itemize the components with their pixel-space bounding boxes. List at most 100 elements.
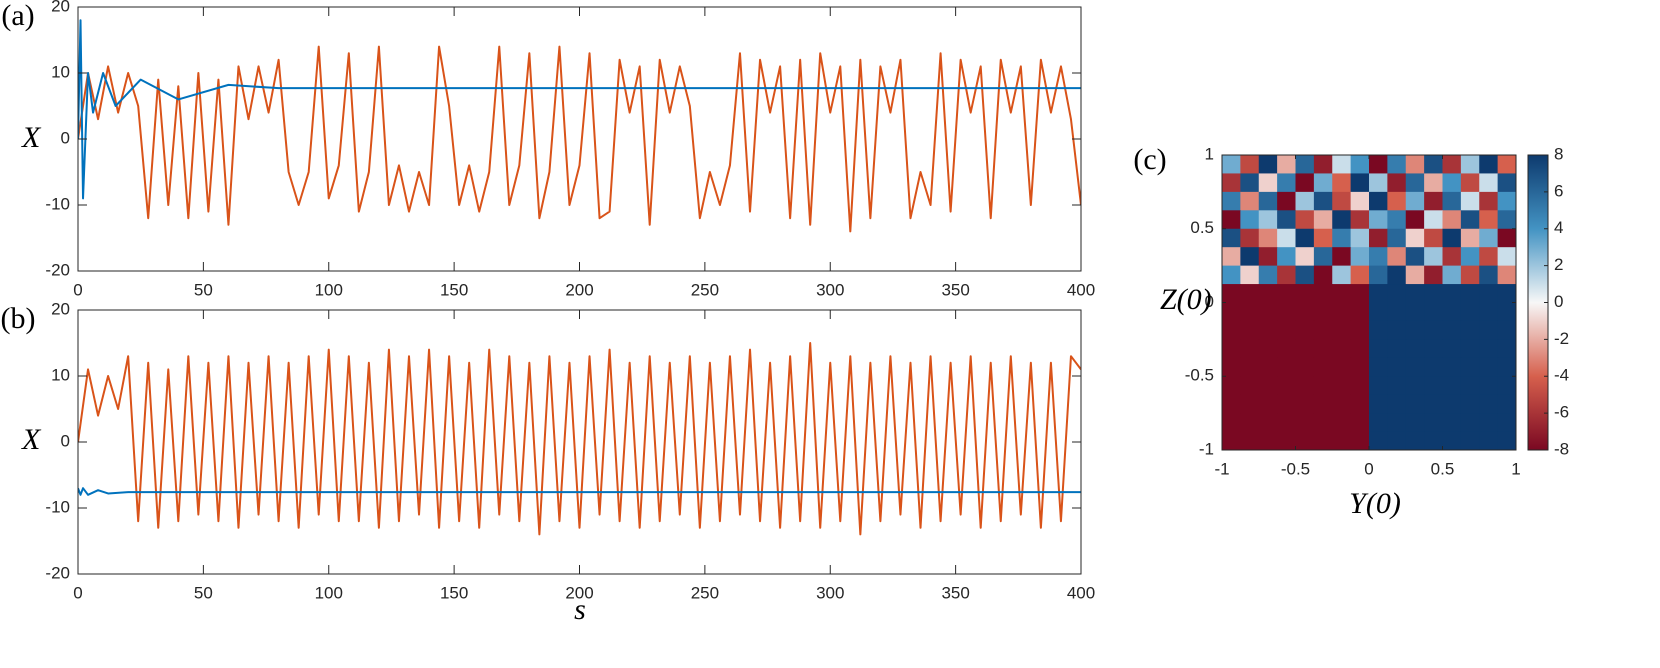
heatmap-cell [1460,284,1480,303]
data-line [78,487,1081,496]
y-tick-label: -20 [45,563,70,582]
heatmap-cell [1479,284,1499,303]
heatmap-cell [1258,210,1278,230]
x-tick-label: 150 [440,583,468,602]
heatmap-cell [1387,228,1407,248]
heatmap-cell [1424,394,1443,414]
colorbar-tick-label: -6 [1554,403,1569,422]
colorbar-tick-label: 0 [1554,292,1563,311]
heatmap-cell [1277,173,1296,193]
heatmap-cell [1460,394,1480,414]
heatmap-cell [1387,376,1407,396]
x-tick-label: 50 [194,280,213,299]
heatmap-cell [1424,155,1443,174]
heatmap-cell [1277,320,1296,340]
heatmap-cell [1222,339,1241,359]
data-line [78,45,1081,233]
heatmap-cell [1295,320,1315,340]
heatmap-cell [1350,394,1370,414]
heatmap-cell [1405,155,1425,174]
heatmap-cell [1350,357,1370,377]
heatmap-cell [1460,247,1480,267]
heatmap-cell [1258,339,1278,359]
heatmap-cell [1387,247,1407,267]
heatmap-cell [1332,394,1352,414]
heatmap-cell [1387,284,1407,303]
heatmap-cell [1424,228,1443,248]
heatmap-cell [1369,394,1388,414]
y-tick-label: -10 [45,497,70,516]
heatmap-cell [1479,394,1499,414]
x-tick-label: 150 [440,280,468,299]
heatmap-cell [1313,228,1333,248]
heatmap-cell [1222,394,1241,414]
heatmap-cell [1405,357,1425,377]
heatmap-cell [1258,265,1278,285]
heatmap-cell [1387,320,1407,340]
heatmap-cell [1240,210,1260,230]
heatmap-cell [1277,339,1296,359]
heatmap-cell [1313,394,1333,414]
heatmap-cell [1442,431,1462,451]
colorbar-tick-label: 6 [1554,181,1563,200]
heatmap-cell [1240,228,1260,248]
heatmap-cell [1460,357,1480,377]
heatmap-cell [1295,191,1315,211]
heatmap-cell [1295,339,1315,359]
heatmap-cell [1424,191,1443,211]
y-axis-label: Z(0) [1160,283,1212,316]
heatmap-cell [1442,394,1462,414]
heatmap-cell [1277,394,1296,414]
heatmap-cell [1460,376,1480,396]
heatmap-cell [1332,265,1352,285]
heatmap-cell [1405,265,1425,285]
plot-area [78,342,1081,536]
colorbar-tick-label: -4 [1554,366,1569,385]
heatmap-cell [1479,191,1499,211]
panel-label: (b) [1,302,36,335]
heatmap-cell [1387,210,1407,230]
heatmap-cell [1387,413,1407,433]
heatmap-cell [1442,413,1462,433]
heatmap-cell [1479,247,1499,267]
heatmap-cell [1240,284,1260,303]
heatmap-cell [1277,431,1296,451]
heatmap-cell [1405,339,1425,359]
heatmap-cell [1497,339,1517,359]
heatmap-cell [1222,173,1241,193]
x-tick-label: 200 [565,280,593,299]
heatmap-cell [1258,413,1278,433]
heatmap-cell [1332,191,1352,211]
x-tick-label: 0 [1364,459,1373,478]
y-tick-label: 10 [51,62,70,81]
heatmap-cell [1405,191,1425,211]
heatmap-cell [1460,228,1480,248]
heatmap-cell [1240,320,1260,340]
heatmap-cell [1258,284,1278,303]
heatmap-cell [1369,191,1388,211]
heatmap-cell [1295,265,1315,285]
heatmap-cell [1460,210,1480,230]
heatmap-cell [1258,247,1278,267]
heatmap-cell [1332,284,1352,303]
y-tick-label: 0 [61,128,70,147]
heatmap-cell [1424,284,1443,303]
heatmap-cell [1350,247,1370,267]
heatmap-cell [1479,339,1499,359]
heatmap-cell [1479,413,1499,433]
heatmap-cell [1222,210,1241,230]
heatmap-cell [1313,247,1333,267]
heatmap-cell [1277,265,1296,285]
heatmap-cell [1313,191,1333,211]
heatmap-cell [1313,413,1333,433]
heatmap-cell [1240,155,1260,174]
heatmap-cell [1497,173,1517,193]
heatmap-cell [1424,247,1443,267]
heatmap-cell [1222,284,1241,303]
heatmap-cell [1424,210,1443,230]
heatmap-cell [1479,228,1499,248]
heatmap-cell [1332,173,1352,193]
heatmap-cell [1222,155,1241,174]
heatmap-cell [1277,228,1296,248]
heatmap-cell [1405,413,1425,433]
